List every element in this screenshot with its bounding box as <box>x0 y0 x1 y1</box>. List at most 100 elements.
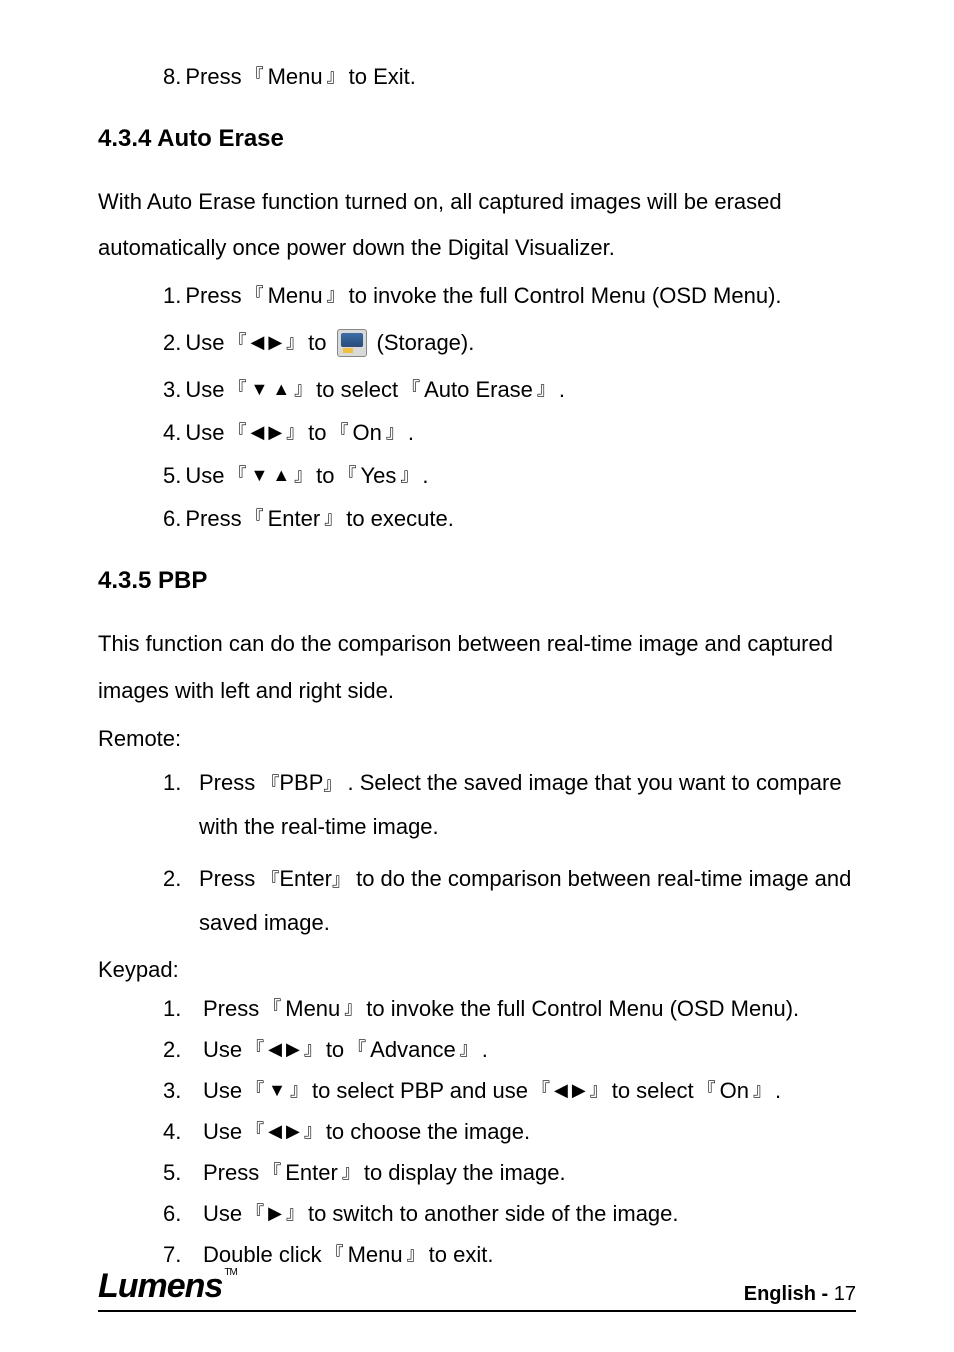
open-quote: 『 <box>532 1077 550 1104</box>
option-label: On <box>720 1074 749 1107</box>
close-quote: 』 <box>327 63 345 90</box>
text: to Exit. <box>349 60 416 93</box>
step-num: 2. <box>163 326 181 359</box>
step-num: 4. <box>163 416 181 449</box>
button-label: PBP <box>279 770 323 795</box>
open-quote: 『 <box>261 870 279 890</box>
text: Use <box>185 416 224 449</box>
close-quote: 』 <box>304 1118 322 1145</box>
up-arrow-icon: ▲ <box>272 462 290 489</box>
page-number: English - 17 <box>744 1283 856 1306</box>
close-quote: 』 <box>294 376 312 403</box>
step-num: 3. <box>163 373 181 406</box>
text: Press <box>185 60 241 93</box>
keypad-step-7: 7. Double click 『Menu』 to exit. <box>163 1238 856 1271</box>
heading-auto-erase: 4.3.4 Auto Erase <box>98 121 856 157</box>
text: . <box>408 416 414 449</box>
text: (Storage). <box>377 326 475 359</box>
text: Press <box>199 770 255 795</box>
step-num: 1. <box>163 761 199 849</box>
auto-erase-step-4: 4. Use 『◀▶』 to 『On』. <box>163 416 856 449</box>
pbp-description: This function can do the comparison betw… <box>98 621 856 713</box>
right-arrow-icon: ▶ <box>286 1036 300 1063</box>
left-arrow-icon: ◀ <box>268 1036 282 1063</box>
close-quote: 』 <box>407 1241 425 1268</box>
close-quote: 』 <box>324 505 342 532</box>
button-label: Enter <box>279 866 332 891</box>
footer-rule <box>98 1310 856 1312</box>
remote-label: Remote: <box>98 722 856 755</box>
close-quote: 』 <box>332 870 350 890</box>
text: Double click <box>203 1238 322 1271</box>
text: to switch to another side of the image. <box>308 1197 679 1230</box>
open-quote: 『 <box>246 1118 264 1145</box>
right-arrow-icon: ▶ <box>268 329 282 356</box>
open-quote: 『 <box>263 1159 281 1186</box>
keypad-label: Keypad: <box>98 953 856 986</box>
left-arrow-icon: ◀ <box>250 419 264 446</box>
right-arrow-icon: ▶ <box>268 419 282 446</box>
open-quote: 『 <box>246 505 264 532</box>
keypad-step-4: 4. Use 『◀▶』 to choose the image. <box>163 1115 856 1148</box>
text: to choose the image. <box>326 1115 530 1148</box>
open-quote: 『 <box>246 1036 264 1063</box>
button-label: Menu <box>285 992 340 1025</box>
auto-erase-step-3: 3. Use 『▼ ▲』 to select 『Auto Erase』. <box>163 373 856 406</box>
auto-erase-step-2: 2. Use 『◀▶』 to (Storage). <box>163 326 856 359</box>
text: . <box>422 459 428 492</box>
page-lang-label: English - <box>744 1283 828 1305</box>
text: to invoke the full Control Menu (OSD Men… <box>366 992 799 1025</box>
remote-step-1: 1. Press 『PBP』 . Select the saved image … <box>163 761 856 849</box>
step-num: 3. <box>163 1074 199 1107</box>
text: to <box>308 326 326 359</box>
open-quote: 『 <box>228 376 246 403</box>
text: to display the image. <box>364 1156 566 1189</box>
open-quote: 『 <box>228 462 246 489</box>
open-quote: 『 <box>348 1036 366 1063</box>
page-content: 8. Press 『Menu』 to Exit. 4.3.4 Auto Eras… <box>98 60 856 1271</box>
option-label: Auto Erase <box>424 373 533 406</box>
text: Use <box>185 459 224 492</box>
logo-text: Lumens <box>98 1267 222 1305</box>
keypad-step-5: 5. Press 『Enter』 to display the image. <box>163 1156 856 1189</box>
step-num: 2. <box>163 857 199 945</box>
close-quote: 』 <box>286 329 304 356</box>
step-num: 4. <box>163 1115 199 1148</box>
right-arrow-icon: ▶ <box>286 1118 300 1145</box>
open-quote: 『 <box>698 1077 716 1104</box>
option-label: Advance <box>370 1033 456 1066</box>
close-quote: 』 <box>753 1077 771 1104</box>
button-label: Enter <box>285 1156 338 1189</box>
close-quote: 』 <box>400 462 418 489</box>
down-arrow-icon: ▼ <box>268 1077 286 1104</box>
text: Use <box>203 1115 242 1148</box>
step-num: 1. <box>163 992 199 1025</box>
close-quote: 』 <box>327 282 345 309</box>
open-quote: 『 <box>263 995 281 1022</box>
step-num: 5. <box>163 459 181 492</box>
text: Use <box>203 1033 242 1066</box>
open-quote: 『 <box>246 1077 264 1104</box>
keypad-step-6: 6. Use 『▶』 to switch to another side of … <box>163 1197 856 1230</box>
close-quote: 』 <box>342 1159 360 1186</box>
lumens-logo: LumensTM <box>98 1267 237 1306</box>
open-quote: 『 <box>246 63 264 90</box>
step-num: 8. <box>163 60 181 93</box>
remote-step-2: 2. Press 『Enter』 to do the comparison be… <box>163 857 856 945</box>
close-quote: 』 <box>344 995 362 1022</box>
auto-erase-step-5: 5. Use 『▼ ▲』 to 『Yes』. <box>163 459 856 492</box>
left-arrow-icon: ◀ <box>268 1118 282 1145</box>
text: Use <box>203 1074 242 1107</box>
close-quote: 』 <box>537 376 555 403</box>
open-quote: 『 <box>261 774 279 794</box>
keypad-step-1: 1. Press 『Menu』 to invoke the full Contr… <box>163 992 856 1025</box>
text: to select <box>612 1074 694 1107</box>
text: to <box>308 416 326 449</box>
auto-erase-description: With Auto Erase function turned on, all … <box>98 179 856 271</box>
open-quote: 『 <box>331 419 349 446</box>
text: Press <box>203 992 259 1025</box>
open-quote: 『 <box>246 282 264 309</box>
step-num: 7. <box>163 1238 199 1271</box>
open-quote: 『 <box>228 419 246 446</box>
auto-erase-step-6: 6. Press 『Enter』 to execute. <box>163 502 856 535</box>
